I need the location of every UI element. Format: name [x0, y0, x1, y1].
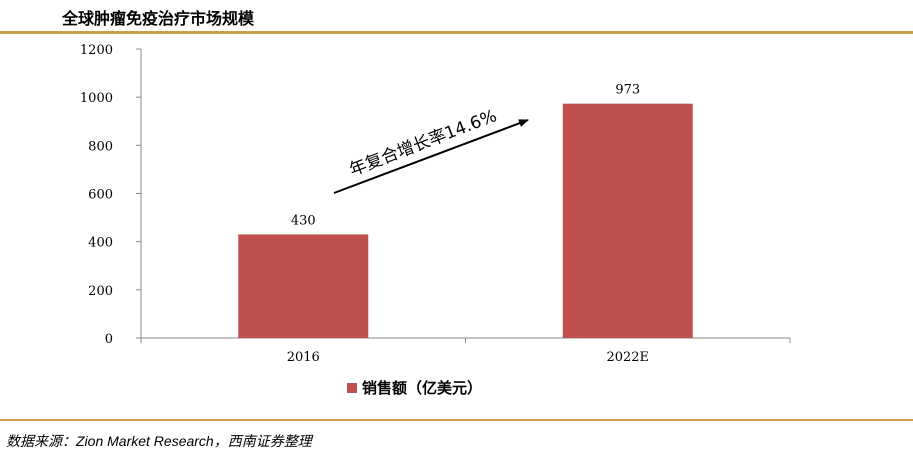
top-rule [0, 31, 913, 34]
bar-chart: 0 200 400 600 800 1000 1200 430 2016 973 2022E 年复… [80, 43, 791, 397]
chart-title: 全球肿瘤免疫治疗市场规模 [62, 9, 255, 28]
y-tick-label: 1200 [80, 43, 113, 58]
source-note: 数据来源：Zion Market Research，西南证券整理 [6, 433, 312, 449]
data-label: 973 [615, 83, 640, 98]
legend-swatch [347, 383, 357, 393]
bar [562, 103, 693, 339]
y-tick-label: 400 [88, 236, 113, 251]
legend-label: 销售额（亿美元） [362, 379, 482, 397]
x-tick-label: 2016 [287, 350, 320, 365]
data-label: 430 [291, 213, 316, 228]
bar [238, 234, 369, 338]
growth-arrow [333, 119, 529, 194]
y-tick-label: 200 [88, 284, 113, 299]
y-tick-label: 800 [88, 139, 113, 154]
bottom-rule [0, 419, 913, 421]
y-tick-label: 0 [105, 332, 113, 347]
x-tick-label: 2022E [606, 350, 649, 365]
y-tick-label: 1000 [80, 91, 113, 106]
y-tick-label: 600 [88, 188, 113, 203]
growth-annotation: 年复合增长率14.6% [347, 106, 500, 181]
